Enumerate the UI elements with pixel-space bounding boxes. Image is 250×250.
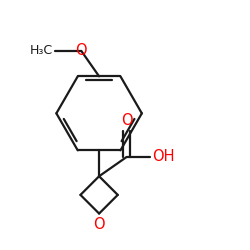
Text: O: O (93, 217, 105, 232)
Text: OH: OH (152, 150, 175, 164)
Text: H₃C: H₃C (30, 44, 53, 58)
Text: O: O (121, 113, 132, 128)
Text: O: O (76, 44, 87, 59)
